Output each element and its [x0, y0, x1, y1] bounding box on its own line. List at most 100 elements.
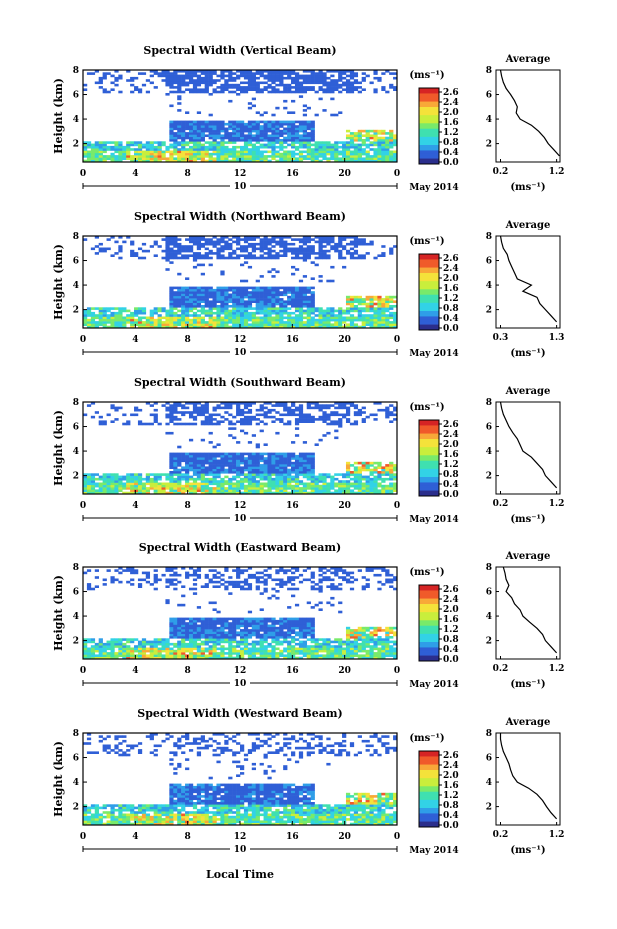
- heatmap-cell: [220, 141, 225, 144]
- heatmap-cell: [149, 656, 154, 660]
- heatmap-cell: [240, 307, 245, 310]
- heatmap-cell: [212, 70, 217, 73]
- heatmap-cell: [365, 316, 370, 320]
- heatmap-cell: [106, 145, 111, 149]
- heatmap-cell: [181, 652, 186, 655]
- heatmap-cell: [240, 125, 245, 128]
- heatmap-cell: [224, 307, 229, 310]
- heatmap-cell: [389, 484, 394, 488]
- heatmap-cell: [149, 145, 154, 149]
- heatmap-cell: [134, 647, 139, 651]
- heatmap-cell: [259, 473, 264, 476]
- heatmap-cell: [220, 311, 225, 315]
- heatmap-cell: [157, 477, 162, 481]
- heatmap-cell: [204, 72, 209, 75]
- heatmap-cell: [279, 300, 284, 303]
- heatmap-cell: [122, 155, 127, 158]
- heatmap-cell: [188, 134, 194, 137]
- heatmap-cell: [322, 83, 327, 87]
- x-tick-label: 4: [132, 501, 138, 511]
- heatmap-cell: [345, 309, 351, 313]
- heatmap-cell: [220, 300, 225, 303]
- heatmap-cell: [357, 86, 362, 89]
- heatmap-cell: [118, 571, 123, 575]
- heatmap-cell: [192, 259, 198, 262]
- heatmap-cell: [275, 141, 280, 144]
- heatmap-cell: [349, 256, 355, 260]
- heatmap-cell: [385, 468, 390, 472]
- heatmap-cell: [322, 148, 327, 151]
- heatmap-cell: [279, 484, 284, 488]
- heatmap-cell: [208, 302, 213, 306]
- heatmap-cell: [294, 72, 300, 75]
- heatmap-cell: [267, 70, 272, 73]
- heatmap-cell: [137, 487, 143, 490]
- heatmap-cell: [106, 487, 111, 490]
- heatmap-cell: [243, 406, 249, 410]
- heatmap-cell: [314, 79, 319, 82]
- heatmap-cell: [338, 314, 343, 317]
- heatmap-cell: [369, 81, 374, 85]
- heatmap-cell: [94, 143, 99, 147]
- heatmap-cell: [287, 125, 292, 128]
- heatmap-cell: [251, 88, 256, 91]
- heatmap-cell: [185, 83, 190, 87]
- panel-1: Spectral Width (Vertical Beam)Height (km…: [52, 44, 564, 193]
- colorbar-segment: [419, 479, 439, 483]
- x-tick-label: 0: [80, 169, 86, 179]
- heatmap-cell: [177, 242, 182, 246]
- heatmap-cell: [169, 624, 174, 628]
- heatmap-cell: [236, 238, 241, 241]
- heatmap-cell: [192, 139, 198, 142]
- heatmap-cell: [196, 656, 202, 660]
- heatmap-cell: [251, 143, 256, 147]
- heatmap-cell: [141, 249, 147, 253]
- heatmap-cell: [200, 263, 205, 267]
- heatmap-cell: [306, 477, 311, 481]
- heatmap-cell: [240, 418, 245, 421]
- heatmap-cell: [110, 314, 115, 317]
- heatmap-cell: [251, 134, 256, 137]
- heatmap-cell: [177, 141, 182, 144]
- heatmap-cell: [267, 464, 272, 467]
- heatmap-cell: [236, 484, 241, 488]
- heatmap-cell: [345, 298, 351, 301]
- heatmap-cell: [279, 457, 284, 460]
- heatmap-cell: [279, 491, 284, 495]
- heatmap-cell: [275, 145, 280, 149]
- heatmap-cell: [224, 325, 229, 329]
- heatmap-cell: [224, 487, 229, 490]
- heatmap-cell: [220, 307, 225, 310]
- heatmap-cell: [185, 148, 190, 151]
- heatmap-cell: [275, 293, 280, 297]
- heatmap-cell: [271, 291, 276, 294]
- heatmap-cell: [161, 325, 166, 329]
- heatmap-cell: [334, 429, 339, 433]
- heatmap-cell: [110, 484, 115, 488]
- heatmap-cell: [173, 629, 178, 632]
- heatmap-cell: [338, 402, 343, 405]
- heatmap-cell: [137, 583, 143, 586]
- heatmap-cell: [188, 475, 194, 479]
- heatmap-cell: [291, 132, 296, 135]
- heatmap-cell: [204, 242, 209, 246]
- heatmap-cell: [220, 291, 225, 294]
- heatmap-cell: [137, 321, 143, 324]
- heatmap-cell: [161, 473, 166, 476]
- heatmap-cell: [130, 242, 135, 246]
- heatmap-cell: [240, 152, 245, 156]
- heatmap-cell: [185, 159, 190, 163]
- heatmap-cell: [279, 70, 284, 73]
- heatmap-cell: [345, 300, 351, 303]
- heatmap-cell: [243, 155, 249, 158]
- heatmap-cell: [169, 316, 174, 320]
- heatmap-cell: [145, 640, 151, 644]
- heatmap-cell: [306, 291, 311, 294]
- heatmap-cell: [271, 309, 276, 313]
- heatmap-cell: [204, 457, 209, 460]
- heatmap-cell: [283, 240, 288, 244]
- heatmap-cell: [283, 457, 288, 460]
- heatmap-cell: [86, 489, 92, 492]
- heatmap-cell: [259, 413, 264, 417]
- heatmap-cell: [243, 307, 249, 310]
